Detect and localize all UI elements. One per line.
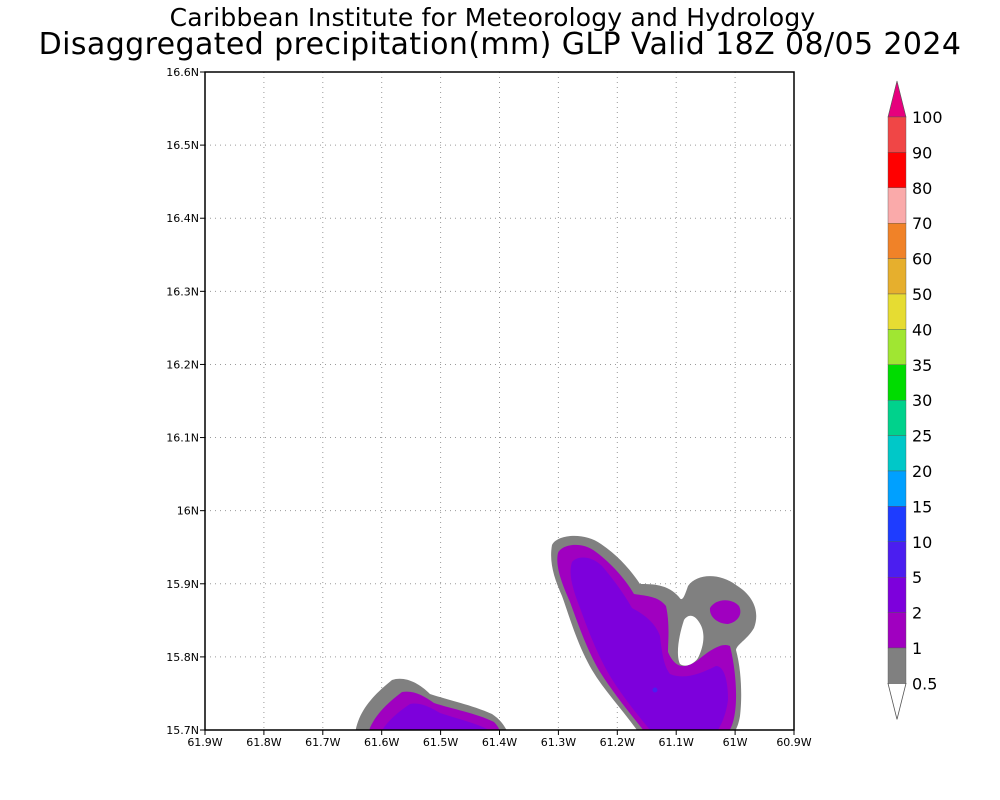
colorbar-swatch	[887, 152, 907, 188]
y-tick-label: 16.1N	[166, 432, 199, 445]
y-tick-label: 16.3N	[166, 285, 199, 298]
colorbar-label: 2	[912, 604, 922, 623]
colorbar-label: 0.5	[912, 674, 937, 693]
map-title: Caribbean Institute for Meteorology and …	[169, 3, 816, 32]
y-tick-label: 16.2N	[166, 358, 199, 371]
y-tick-label: 16.5N	[166, 139, 199, 152]
precip-area-dominica	[551, 535, 757, 730]
x-tick-label: 61.2W	[600, 736, 635, 749]
y-tick-label: 15.9N	[166, 578, 199, 591]
plot-area	[205, 72, 794, 730]
colorbar-label: 30	[912, 391, 932, 410]
y-tick-label: 16N	[177, 505, 199, 518]
colorbar-label: 40	[912, 320, 932, 339]
colorbar-label: 20	[912, 462, 932, 481]
colorbar-swatch	[887, 258, 907, 295]
colorbar-swatch	[887, 364, 907, 401]
colorbar-swatch	[887, 293, 907, 330]
colorbar-swatch	[887, 506, 907, 542]
y-tick-label: 16.4N	[166, 212, 199, 225]
colorbar-label: 90	[912, 143, 932, 162]
colorbar-label: 10	[912, 533, 932, 552]
colorbar-swatch	[887, 222, 907, 259]
colorbar-label: 35	[912, 356, 932, 375]
colorbar-label: 1	[912, 639, 922, 658]
colorbar-top-arrow	[887, 80, 907, 118]
colorbar-swatch	[887, 187, 907, 224]
colorbar-label: 70	[912, 214, 932, 233]
colorbar-swatch	[887, 470, 907, 507]
y-tick-label: 16.6N	[166, 66, 199, 79]
x-tick-label: 61.3W	[541, 736, 576, 749]
x-tick-label: 60.9W	[776, 736, 811, 749]
colorbar-swatch	[887, 541, 907, 578]
colorbar-swatch	[887, 329, 907, 365]
colorbar-label: 15	[912, 497, 932, 516]
x-tick-label: 61.7W	[305, 736, 340, 749]
colorbar-label: 5	[912, 568, 922, 587]
colorbar-swatch	[887, 435, 907, 472]
colorbar-label: 100	[912, 108, 943, 127]
colorbar-label: 50	[912, 285, 932, 304]
x-tick-label: 61.9W	[187, 736, 222, 749]
colorbar-label: 80	[912, 179, 932, 198]
colorbar-swatch	[887, 577, 907, 613]
x-tick-label: 61.1W	[659, 736, 694, 749]
y-tick-label: 15.8N	[166, 651, 199, 664]
colorbar-swatch	[887, 612, 907, 649]
x-tick-label: 61.4W	[482, 736, 517, 749]
y-tick-label: 15.7N	[166, 724, 199, 737]
precipitation-layer	[355, 535, 757, 730]
colorbar-bottom-arrow	[887, 683, 907, 720]
colorbar-swatch	[887, 116, 907, 153]
x-tick-label: 61.8W	[246, 736, 281, 749]
colorbar-swatch	[887, 647, 907, 684]
colorbar-label: 25	[912, 427, 932, 446]
x-tick-label: 61W	[723, 736, 748, 749]
x-tick-label: 61.5W	[423, 736, 458, 749]
x-tick-label: 61.6W	[364, 736, 399, 749]
map-subtitle: Disaggregated precipitation(mm) GLP Vali…	[38, 27, 962, 62]
colorbar-label: 60	[912, 250, 932, 269]
precip-area-guadeloupe	[355, 678, 507, 730]
colorbar-swatch	[887, 400, 907, 436]
y-axis: 15.7N 15.8N 15.9N 16N 16.1N 16.2N 16.3N 16.4N 16…	[166, 66, 205, 737]
x-axis: 61.9W 61.8W 61.7W 61.6W 61.5W 61.4W 61.3W 61.2W…	[187, 730, 812, 749]
